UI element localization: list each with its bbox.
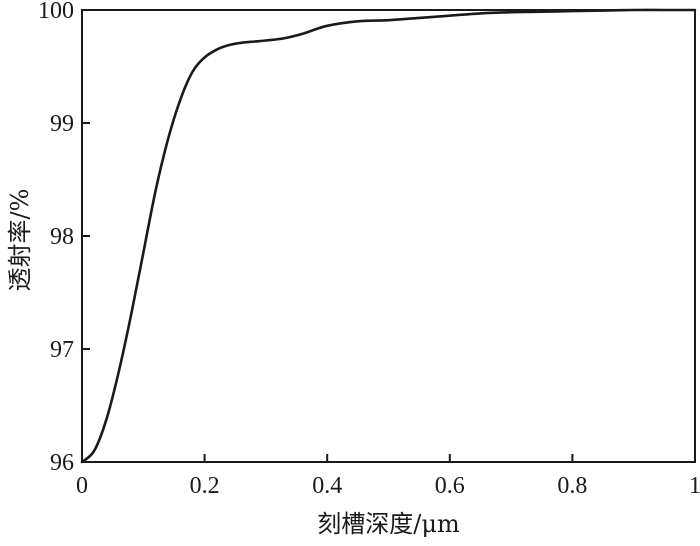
x-tick-label: 0.8	[557, 473, 587, 499]
y-tick-label: 100	[38, 0, 74, 24]
axis-ticks	[81, 9, 696, 463]
x-tick-label: 1	[689, 473, 700, 499]
y-tick-label: 98	[50, 224, 74, 250]
tick-labels: 0 0.2 0.4 0.6 0.8 1 96 97 98 99 100	[38, 0, 700, 499]
plot-frame	[81, 9, 696, 463]
y-tick-label: 99	[50, 111, 74, 137]
x-tick-label: 0.2	[190, 473, 220, 499]
x-tick-label: 0	[76, 473, 88, 499]
y-tick-label: 96	[50, 450, 74, 476]
x-tick-label: 0.6	[435, 473, 465, 499]
y-tick-label: 97	[50, 337, 74, 363]
y-axis-title: 透射率/%	[6, 189, 34, 292]
x-tick-label: 0.4	[312, 473, 342, 499]
transmittance-curve	[80, 8, 697, 464]
series-layer	[80, 8, 697, 464]
x-axis-title: 刻槽深度/μm	[317, 510, 460, 538]
